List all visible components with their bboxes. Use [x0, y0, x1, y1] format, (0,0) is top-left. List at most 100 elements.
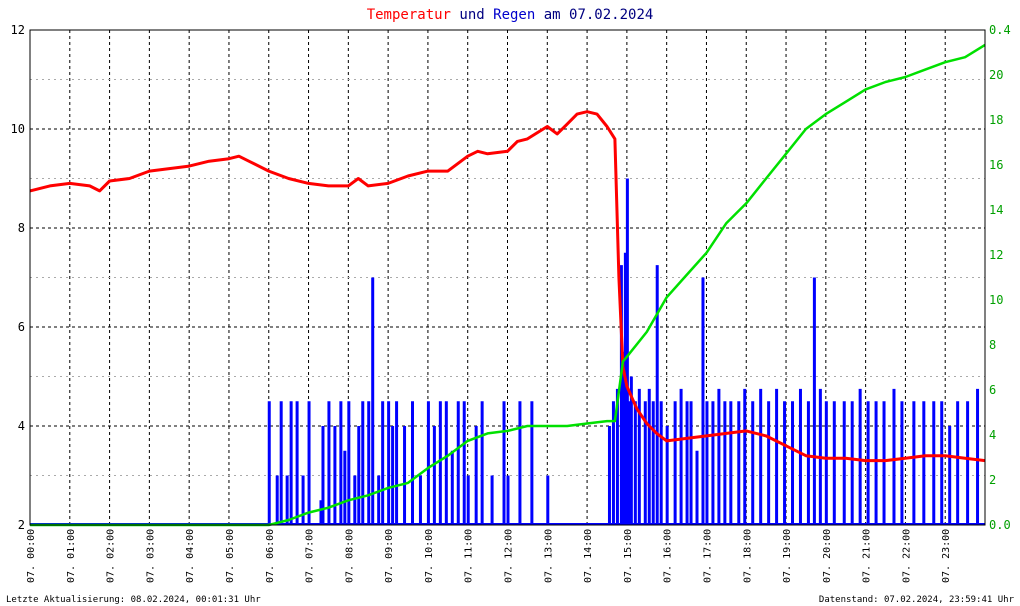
rain-bar: [633, 401, 637, 525]
x-tick-label: 07. 19:00: [782, 529, 793, 583]
right-tick-label: 6: [989, 383, 996, 397]
x-tick-label: 07. 21:00: [862, 529, 873, 583]
x-tick-label: 07. 22:00: [901, 529, 912, 583]
rain-bar: [301, 475, 305, 525]
right-tick-label: 0.4: [989, 23, 1011, 37]
rain-bar: [456, 401, 460, 525]
rain-bar: [403, 426, 407, 525]
rain-bar: [858, 388, 862, 525]
rain-bar: [391, 426, 395, 525]
x-tick-label: 07. 00:00: [26, 529, 37, 583]
rain-bar: [619, 265, 623, 525]
right-tick-label: 18: [989, 113, 1003, 127]
rain-bar: [432, 426, 436, 525]
title-temperature: Temperatur: [367, 7, 451, 23]
rain-bar: [655, 265, 659, 525]
rain-bar: [900, 401, 904, 525]
grid: [30, 30, 985, 525]
rain-bar: [711, 401, 715, 525]
rain-bar: [832, 401, 836, 525]
rain-bar: [307, 401, 311, 525]
rain-bar: [625, 178, 629, 525]
rain-bar: [387, 401, 391, 525]
left-tick-label: 2: [18, 518, 25, 532]
rain-bar: [874, 401, 878, 525]
right-tick-label: 2: [989, 473, 996, 487]
rain-bar: [367, 401, 371, 525]
x-tick-label: 07. 04:00: [185, 529, 196, 583]
rain-bar: [701, 277, 705, 525]
rain-bar: [395, 401, 399, 525]
x-tick-label: 07. 14:00: [583, 529, 594, 583]
rain-bar: [357, 426, 361, 525]
rain-bar: [791, 401, 795, 525]
title-und: und: [451, 7, 493, 23]
rain-bar: [518, 401, 522, 525]
x-tick-label: 07. 18:00: [742, 529, 753, 583]
right-tick-label: 8: [989, 338, 996, 352]
rain-bar: [438, 401, 442, 525]
rain-bar: [546, 475, 550, 525]
rain-bar: [705, 401, 709, 525]
rain-bar: [411, 401, 414, 525]
x-tick-label: 07. 23:00: [941, 529, 952, 583]
rain-bar: [689, 401, 693, 525]
rain-bar: [976, 388, 980, 525]
left-tick-label: 6: [18, 320, 25, 334]
rain-bar: [381, 401, 385, 525]
rain-bar: [647, 388, 651, 525]
rain-bar: [912, 401, 916, 525]
right-tick-label: 16: [989, 158, 1003, 172]
x-tick-label: 07. 05:00: [225, 529, 236, 583]
x-tick-label: 07. 12:00: [504, 529, 515, 583]
x-tick-label: 07. 16:00: [663, 529, 674, 583]
rain-bar: [474, 426, 478, 525]
rain-bar: [892, 388, 896, 525]
x-tick-label: 07. 13:00: [543, 529, 554, 583]
rain-bar: [651, 401, 655, 525]
rain-bar: [361, 401, 365, 525]
left-tick-label: 12: [11, 23, 25, 37]
axes: 2 4 6 8 10 12 0.0 2 4 6 8 10 12 14 16 18 20 0.4 07. 00:00 0…: [11, 23, 1011, 583]
rain-bar: [850, 401, 854, 525]
rain-bar: [611, 401, 615, 525]
rain-bar: [279, 401, 283, 525]
rain-bar: [377, 475, 381, 525]
x-tick-label: 07. 02:00: [106, 529, 117, 583]
x-tick-label: 07. 17:00: [702, 529, 713, 583]
rain-bar: [371, 277, 375, 525]
rain-bar: [353, 475, 357, 525]
rain-bar: [327, 401, 331, 525]
rain-bar: [295, 401, 299, 525]
x-tick-label: 07. 08:00: [344, 529, 355, 583]
rain-bar: [842, 401, 846, 525]
rain-bar: [882, 401, 886, 525]
rain-bar: [530, 401, 534, 525]
rain-bar: [665, 426, 669, 525]
rain-bar: [418, 475, 422, 525]
title-date: am 07.02.2024: [535, 7, 653, 23]
plot-frame: [29, 29, 986, 526]
rain-bar: [643, 401, 647, 525]
rain-bar: [275, 475, 279, 525]
footer-data-state: Datenstand: 07.02.2024, 23:59:41 Uhr: [819, 595, 1015, 605]
rain-bar: [932, 401, 936, 525]
rain-bar: [490, 475, 494, 525]
rain-bar: [659, 401, 663, 525]
rain-bar: [729, 401, 733, 525]
rain-bar: [685, 401, 689, 525]
rain-bar: [506, 475, 510, 525]
temperature-line: [29, 110, 986, 463]
rain-bar: [679, 388, 683, 525]
rain-bar: [940, 401, 944, 525]
rain-bar: [695, 450, 699, 525]
rain-bar: [627, 401, 631, 525]
footer-last-update: Letzte Aktualisierung: 08.02.2024, 00:01…: [6, 595, 261, 605]
rain-bar: [922, 401, 926, 525]
x-tick-label: 07. 11:00: [464, 529, 475, 583]
rain-bar: [783, 401, 787, 525]
rain-cumulative-line: [30, 43, 986, 527]
right-tick-label: 4: [989, 428, 996, 442]
left-tick-label: 8: [18, 221, 25, 235]
rain-bar: [615, 388, 619, 525]
